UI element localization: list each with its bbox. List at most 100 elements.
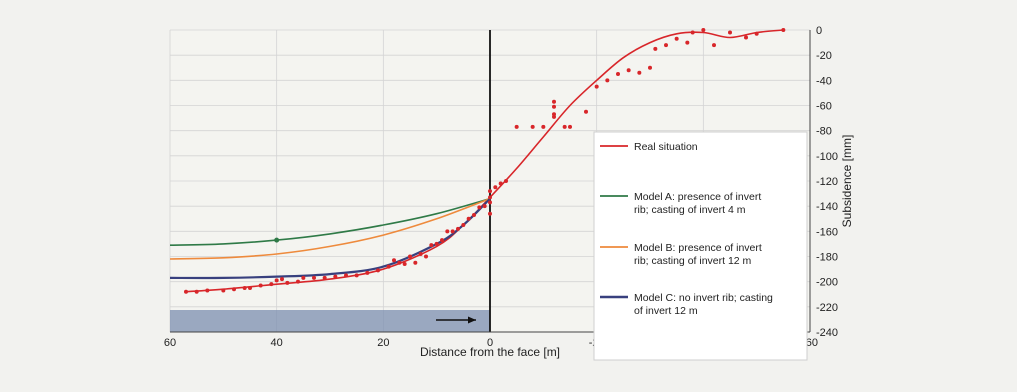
measured-point (472, 212, 476, 217)
y-tick-label: 0 (816, 25, 822, 37)
measured-point (365, 270, 370, 275)
tunnel-lining-band (170, 310, 490, 332)
measured-point (434, 241, 439, 246)
measured-point (445, 229, 450, 234)
measured-point (562, 124, 567, 129)
measured-point (685, 40, 690, 45)
measured-point (386, 264, 391, 269)
measured-point (269, 282, 274, 287)
measured-point (584, 109, 588, 114)
measured-point (674, 36, 679, 41)
measured-point (648, 65, 652, 70)
measured-point (552, 114, 556, 119)
y-tick-label: -80 (816, 126, 832, 138)
y-tick-label: -200 (816, 277, 838, 289)
measured-point (232, 287, 236, 292)
legend: Real situation Model A: presence of inver… (593, 131, 808, 361)
measured-point (712, 43, 716, 48)
y-tick-label: -100 (816, 151, 838, 163)
legend-label-line: Model C: no invert rib; casting (634, 292, 773, 304)
measured-point (466, 216, 471, 221)
measured-points (184, 28, 786, 294)
measured-point (344, 273, 348, 278)
measured-point (493, 185, 498, 190)
measured-point (450, 229, 455, 234)
measured-point (552, 99, 556, 104)
measured-point (408, 254, 412, 259)
measured-point (626, 68, 631, 73)
series-lines (169, 29, 784, 293)
measured-point (488, 211, 492, 216)
measured-point (514, 124, 519, 129)
measured-point (552, 104, 556, 109)
measured-point (205, 288, 210, 293)
legend-box (593, 131, 808, 361)
y-tick-label: -140 (816, 201, 838, 213)
legend-label-line: Real situation (634, 141, 698, 153)
measured-point (653, 46, 658, 51)
legend-label-1: Real situation (634, 141, 698, 153)
measured-point (488, 200, 492, 205)
measured-point (616, 72, 620, 77)
measured-point (440, 238, 444, 243)
measured-point (392, 258, 396, 263)
y-tick-label: -160 (816, 226, 838, 238)
measured-point (333, 274, 338, 279)
series-line-2 (169, 197, 491, 246)
x-tick-label: 0 (487, 337, 493, 349)
x-tick-label: 60 (164, 337, 176, 349)
y-tick-label: -180 (816, 252, 838, 264)
legend-label-line: rib; casting of invert 4 m (634, 204, 746, 216)
measured-point (754, 31, 759, 36)
measured-point (488, 189, 492, 194)
measured-point (242, 285, 247, 290)
measured-point (728, 30, 732, 35)
legend-label-line: Model B: presence of invert (634, 242, 762, 254)
measured-point (280, 277, 284, 282)
legend-label-line: rib; casting of invert 12 m (634, 255, 752, 267)
measured-point (781, 28, 786, 32)
x-tick-label: 20 (377, 337, 389, 349)
y-tick-label: -120 (816, 176, 838, 188)
y-tick-label: -20 (816, 50, 832, 62)
measured-point (296, 279, 300, 284)
measured-point (258, 283, 263, 288)
measured-point (498, 181, 503, 186)
y-tick-label: -240 (816, 327, 838, 339)
measured-point (221, 288, 226, 293)
measured-point (701, 28, 706, 32)
measured-point (194, 289, 199, 294)
measured-point (397, 260, 402, 265)
series-line-3 (169, 197, 491, 260)
measured-point (690, 30, 695, 35)
tunnel-advance-arrowhead (468, 316, 476, 324)
measured-point (664, 43, 668, 48)
measured-point (312, 275, 316, 280)
measured-point (418, 251, 423, 256)
measured-point (248, 285, 252, 290)
measured-point (488, 195, 492, 200)
measured-point (568, 124, 572, 129)
y-tick-label: -60 (816, 101, 832, 113)
measured-point (594, 84, 599, 89)
y-tick-label: -40 (816, 75, 832, 87)
measured-point (461, 223, 466, 228)
measured-point (482, 204, 487, 209)
measured-point (301, 275, 306, 280)
measured-point (477, 205, 482, 210)
measured-point (541, 124, 546, 129)
measured-point (456, 226, 460, 231)
x-axis-label: Distance from the face [m] (420, 345, 560, 359)
legend-label-line: of invert 12 m (634, 305, 698, 317)
measured-point (530, 124, 535, 129)
x-tick-label: 40 (271, 337, 283, 349)
series-line-1 (185, 29, 784, 293)
legend-label-4: Model C: no invert rib; casting of invert… (634, 292, 773, 317)
measured-point (274, 278, 279, 283)
measured-point (184, 289, 188, 294)
measured-point (402, 262, 407, 267)
series-line-4 (169, 197, 491, 280)
measured-point (285, 280, 290, 285)
measured-point (424, 254, 428, 259)
